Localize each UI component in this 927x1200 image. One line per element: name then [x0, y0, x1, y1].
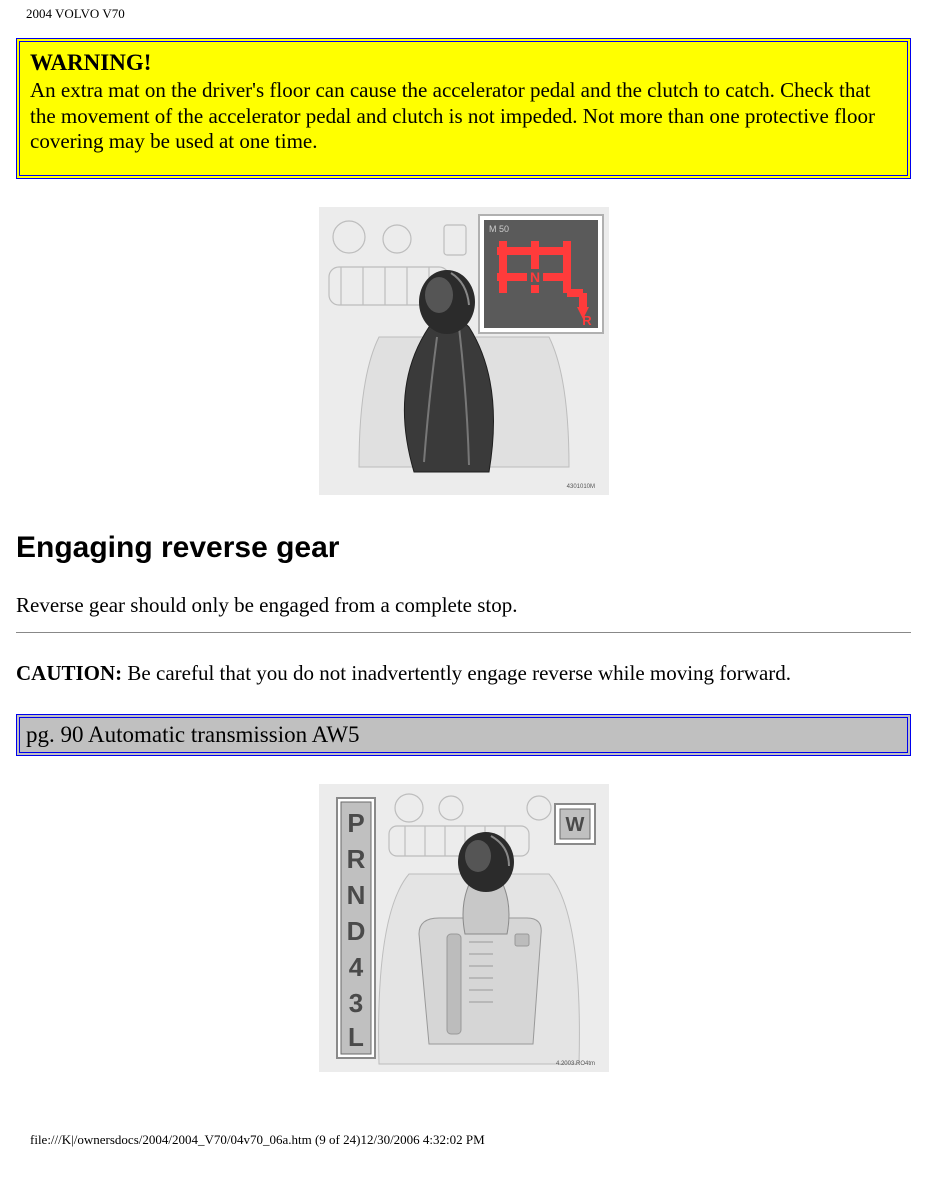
gear-letter-l: L — [348, 1022, 364, 1052]
figure1-r-label: R — [582, 313, 592, 328]
figure2-w-label: W — [565, 814, 584, 836]
figure1-m-label: M 50 — [489, 224, 509, 234]
gear-letter-r: R — [346, 844, 365, 874]
warning-title: WARNING! — [30, 50, 897, 76]
figure1-n-label: N — [529, 269, 539, 285]
page-banner: pg. 90 Automatic transmission AW5 — [16, 714, 911, 756]
figure-automatic-shifter: W P R N D 4 3 L 4.2003.RO4tm — [319, 784, 609, 1072]
caution-text: Be careful that you do not inadvertently… — [122, 661, 791, 685]
section-body: Reverse gear should only be engaged from… — [16, 593, 911, 618]
footer-path: file:///K|/ownersdocs/2004/2004_V70/04v7… — [30, 1132, 911, 1148]
figure1-fineprint: 4301010M — [566, 484, 594, 490]
figure-manual-shifter: 4301010M M 50 — [319, 207, 609, 495]
section-heading: Engaging reverse gear — [16, 531, 911, 565]
gear-letter-n: N — [346, 880, 365, 910]
warning-body: An extra mat on the driver's floor can c… — [30, 78, 897, 155]
gear-letter-3: 3 — [348, 988, 362, 1018]
gear-letter-4: 4 — [348, 952, 363, 982]
page-header: 2004 VOLVO V70 — [26, 6, 911, 22]
gear-letter-p: P — [347, 808, 364, 838]
caution-label: CAUTION: — [16, 661, 122, 685]
warning-box: WARNING! An extra mat on the driver's fl… — [16, 38, 911, 179]
figure2-fineprint: 4.2003.RO4tm — [555, 1061, 594, 1067]
divider — [16, 632, 911, 633]
gear-letter-d: D — [346, 916, 365, 946]
caution-line: CAUTION: Be careful that you do not inad… — [16, 661, 911, 686]
